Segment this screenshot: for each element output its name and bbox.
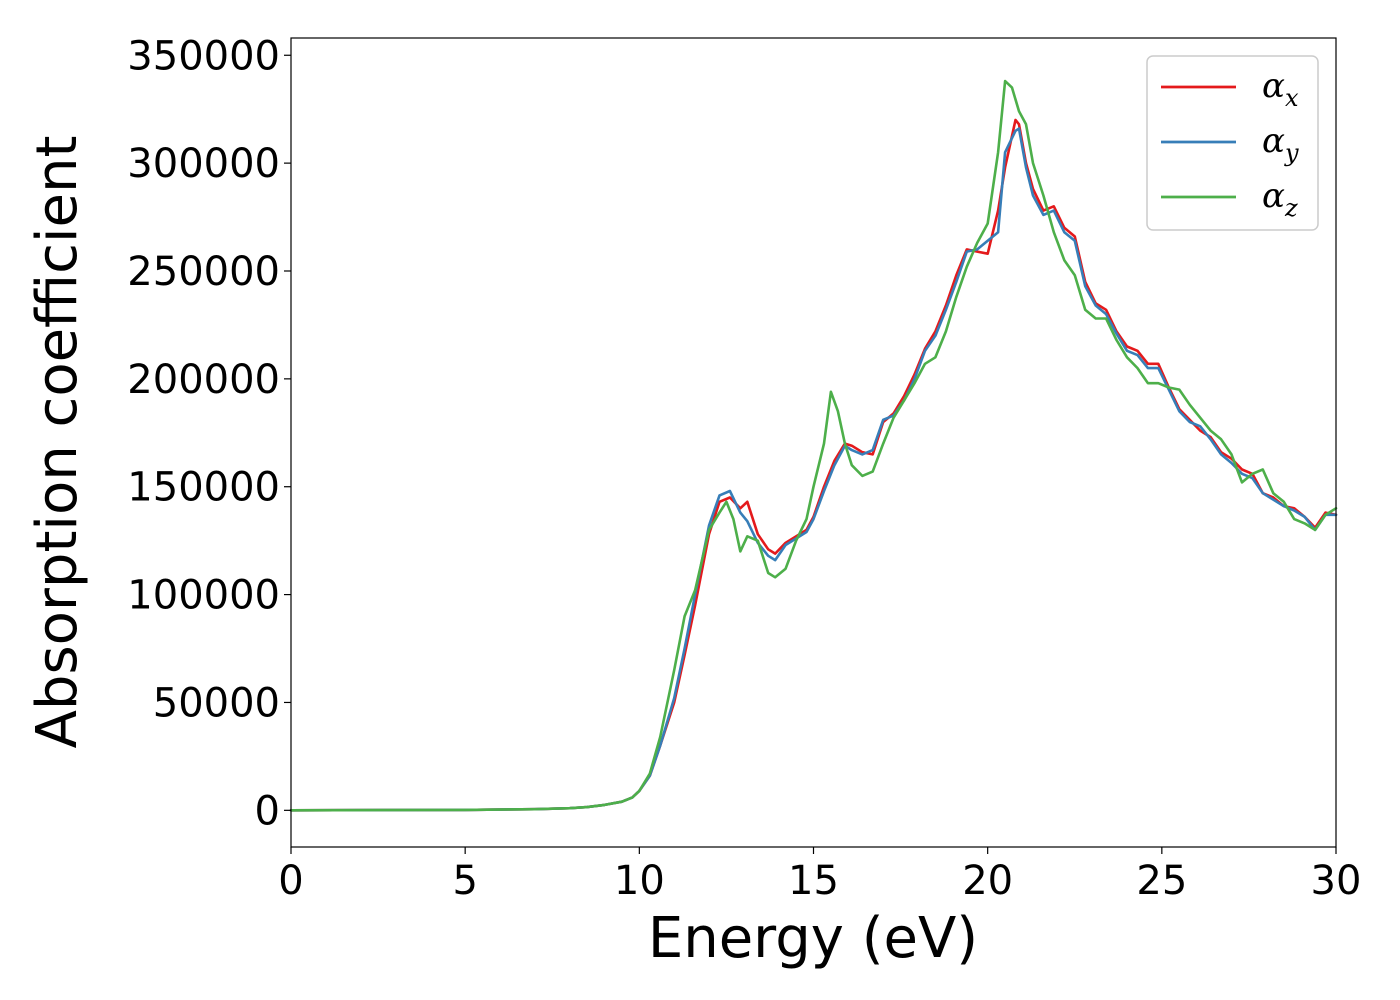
x-axis-title: Energy (eV) (648, 906, 978, 971)
x-axis: 0 5 10 15 20 25 30 (278, 847, 1361, 904)
y-tick-label: 150000 (127, 465, 280, 511)
y-tick-label: 200000 (127, 357, 280, 403)
series-layer (289, 79, 1338, 812)
y-axis-title: Absorption coefficient (25, 136, 90, 749)
x-tick-label: 20 (962, 858, 1013, 904)
y-tick-label: 300000 (127, 141, 280, 187)
x-tick-label: 0 (278, 858, 303, 904)
y-tick-label: 350000 (127, 33, 280, 79)
y-tick-label: 50000 (153, 680, 280, 726)
y-tick-label: 250000 (127, 249, 280, 295)
y-tick-label: 100000 (127, 573, 280, 619)
y-axis: 0 50000 100000 150000 200000 250000 300000 3500… (127, 33, 291, 834)
x-tick-label: 15 (788, 858, 839, 904)
series-line-y (289, 127, 1338, 812)
y-tick-label: 0 (255, 788, 280, 834)
x-tick-label: 5 (452, 858, 477, 904)
x-tick-label: 30 (1311, 858, 1362, 904)
x-tick-label: 25 (1136, 858, 1187, 904)
x-tick-label: 10 (614, 858, 665, 904)
series-line-z (289, 79, 1338, 812)
series-line-x (289, 118, 1338, 812)
